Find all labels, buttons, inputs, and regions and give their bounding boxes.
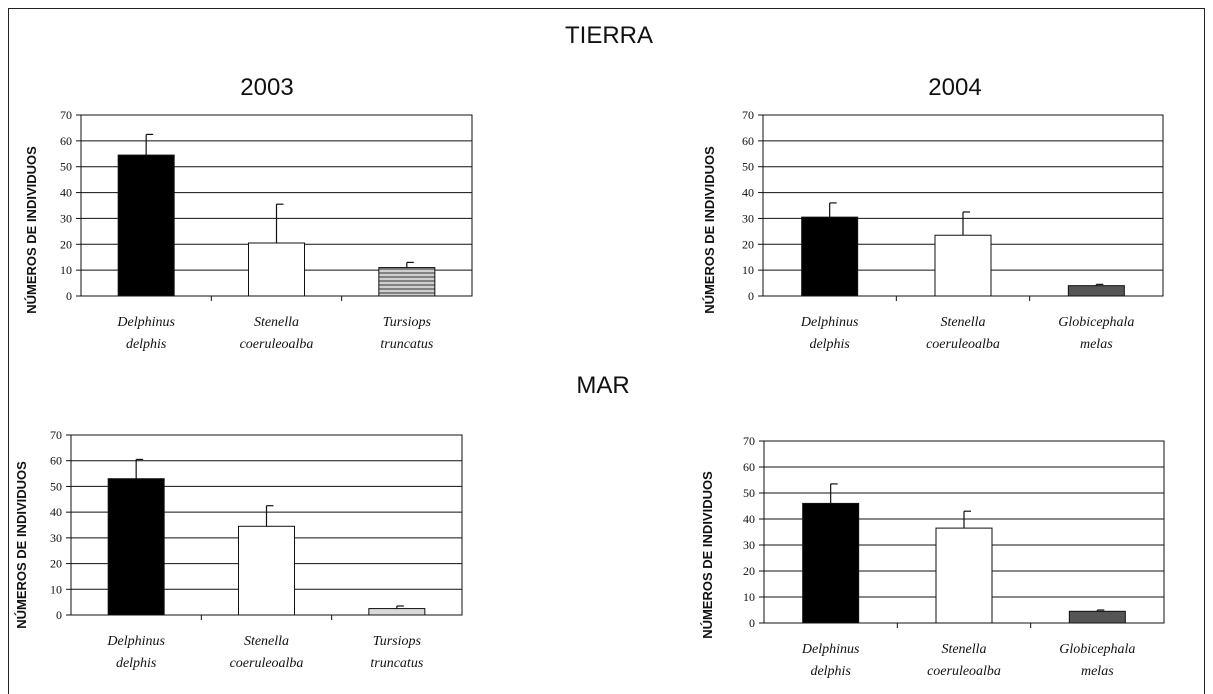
y-tick-label: 50	[50, 479, 62, 493]
y-axis-title: NÚMEROS DE INDIVIDUOS	[24, 146, 39, 314]
x-category-label: Stenella	[940, 315, 985, 330]
x-category-label: Stenella	[941, 642, 986, 657]
y-tick-label: 30	[60, 211, 72, 225]
bar	[1067, 285, 1125, 297]
y-tick-label: 50	[743, 486, 755, 500]
bar	[802, 502, 860, 624]
x-category-label: melas	[1080, 337, 1113, 352]
y-tick-label: 10	[60, 263, 72, 277]
x-category-label: coeruleoalba	[926, 337, 1000, 352]
y-tick-label: 60	[743, 460, 755, 474]
y-tick-label: 60	[50, 454, 62, 468]
x-category-label: coeruleoalba	[240, 337, 314, 352]
x-category-label: Delphinus	[106, 634, 165, 649]
y-tick-label: 10	[742, 263, 754, 277]
x-category-label: delphis	[809, 337, 850, 352]
y-tick-label: 0	[748, 289, 754, 303]
y-tick-label: 40	[60, 186, 72, 200]
bar	[238, 525, 295, 616]
y-tick-label: 40	[742, 186, 754, 200]
y-tick-label: 20	[742, 237, 754, 251]
year-title-2003: 2003	[240, 74, 294, 101]
x-category-label: truncatus	[380, 337, 433, 352]
x-category-label: Globicephala	[1058, 315, 1134, 330]
bar	[107, 478, 165, 616]
y-tick-label: 50	[60, 160, 72, 174]
x-category-label: delphis	[116, 656, 157, 671]
year-title-2004: 2004	[928, 74, 982, 101]
bar	[934, 234, 992, 297]
figure-frame	[8, 8, 1205, 694]
bar	[1068, 610, 1126, 624]
y-tick-label: 70	[60, 108, 72, 122]
x-category-label: coeruleoalba	[230, 656, 304, 671]
y-axis-title: NÚMEROS DE INDIVIDUOS	[700, 471, 715, 639]
bar	[368, 608, 426, 616]
y-tick-label: 40	[50, 505, 62, 519]
y-axis-title: NÚMEROS DE INDIVIDUOS	[14, 461, 29, 629]
y-tick-label: 60	[742, 134, 754, 148]
x-category-label: delphis	[126, 337, 167, 352]
section-title-tierra: TIERRA	[564, 22, 654, 49]
x-category-label: Globicephala	[1059, 642, 1135, 657]
y-tick-label: 70	[50, 428, 62, 442]
x-category-label: melas	[1081, 664, 1114, 679]
bar	[248, 242, 305, 297]
y-tick-label: 20	[60, 237, 72, 251]
bar	[378, 267, 436, 297]
x-category-label: Tursiops	[373, 634, 422, 649]
y-tick-label: 10	[50, 582, 62, 596]
x-category-label: Delphinus	[801, 642, 860, 657]
y-tick-label: 60	[60, 134, 72, 148]
y-tick-label: 70	[743, 434, 755, 448]
x-category-label: Stenella	[244, 634, 289, 649]
bar	[935, 527, 993, 624]
x-category-label: Stenella	[254, 315, 299, 330]
x-category-label: coeruleoalba	[927, 664, 1001, 679]
y-tick-label: 40	[743, 512, 755, 526]
y-tick-label: 30	[50, 531, 62, 545]
x-category-label: Delphinus	[800, 315, 859, 330]
bar	[117, 154, 175, 297]
y-tick-label: 10	[743, 590, 755, 604]
y-tick-label: 70	[742, 108, 754, 122]
y-tick-label: 0	[66, 289, 72, 303]
section-title-mar: MAR	[576, 372, 630, 399]
y-tick-label: 30	[743, 538, 755, 552]
y-tick-label: 20	[50, 557, 62, 571]
y-tick-label: 30	[742, 211, 754, 225]
y-tick-label: 50	[742, 160, 754, 174]
y-axis-title: NÚMEROS DE INDIVIDUOS	[702, 146, 717, 314]
x-category-label: delphis	[810, 664, 851, 679]
y-tick-label: 0	[56, 608, 62, 622]
bar	[801, 216, 859, 297]
x-category-label: Delphinus	[116, 315, 175, 330]
x-category-label: Tursiops	[383, 315, 432, 330]
y-tick-label: 0	[749, 616, 755, 630]
x-category-label: truncatus	[370, 656, 423, 671]
y-tick-label: 20	[743, 564, 755, 578]
